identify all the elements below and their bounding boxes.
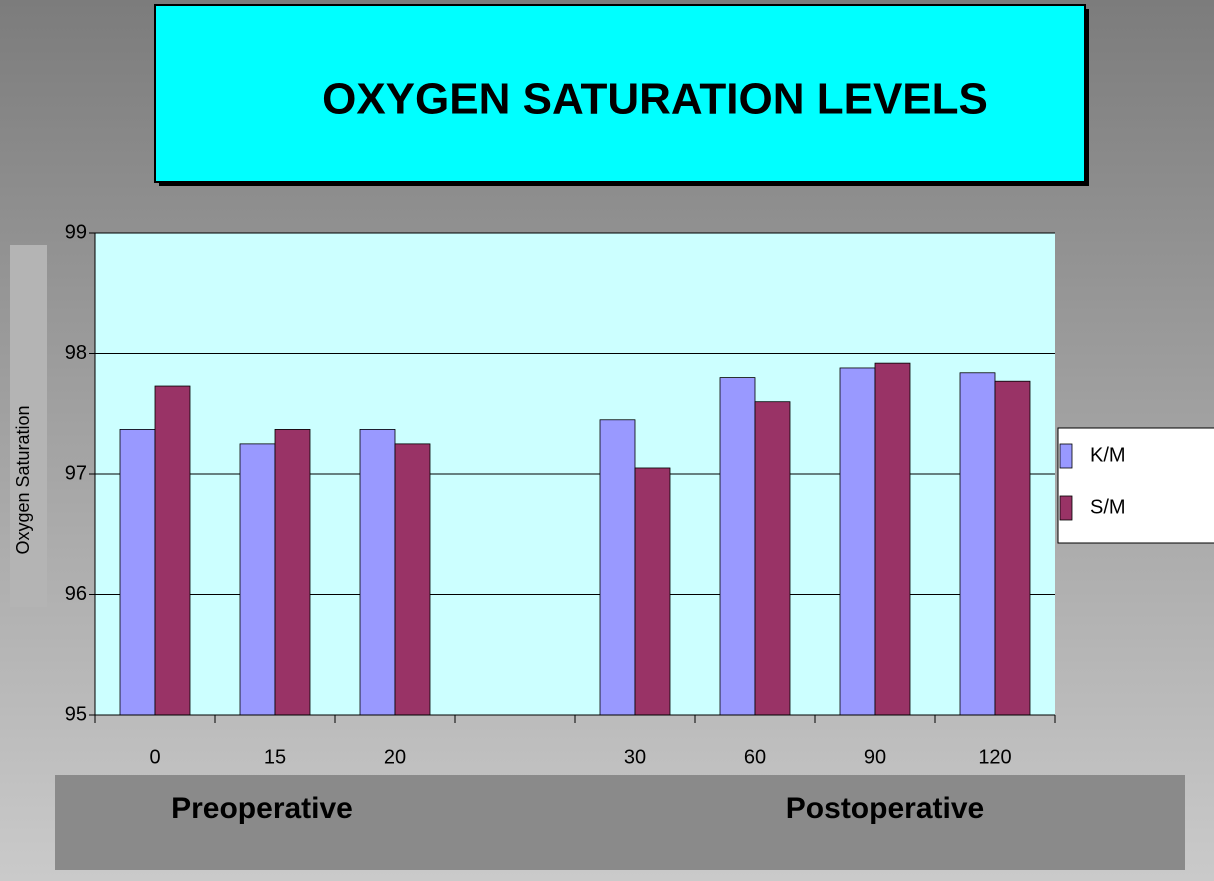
bar	[839, 367, 876, 716]
x-tick-label: 120	[978, 746, 1011, 768]
y-tick-label: 96	[65, 583, 87, 605]
legend-swatch	[1059, 495, 1073, 521]
bar	[239, 443, 276, 716]
bar	[359, 429, 396, 716]
annotation: Preoperative	[171, 792, 353, 825]
bar	[394, 443, 431, 716]
legend-label: S/M	[1090, 496, 1126, 518]
bar	[154, 385, 191, 716]
annotation: Postoperative	[786, 792, 984, 825]
bar	[719, 377, 756, 716]
y-tick-label: 98	[65, 342, 87, 364]
bar	[959, 372, 996, 716]
bar	[754, 401, 791, 716]
bar	[874, 362, 911, 716]
x-tick-label: 15	[264, 746, 286, 768]
chart-title: OXYGEN SATURATION LEVELS	[322, 75, 988, 124]
x-tick-label: 60	[744, 746, 766, 768]
legend-box	[1057, 427, 1214, 544]
y-tick-label: 97	[65, 462, 87, 484]
legend-label: K/M	[1090, 444, 1126, 466]
x-tick-label: 90	[864, 746, 886, 768]
x-tick-label: 30	[624, 746, 646, 768]
x-tick-label: 0	[149, 746, 160, 768]
phase-band	[55, 775, 1185, 870]
y-axis-label: Oxygen Saturation	[13, 405, 33, 554]
y-label-box	[10, 245, 47, 607]
legend-swatch	[1059, 443, 1073, 469]
y-tick-label: 95	[65, 703, 87, 725]
bar	[634, 467, 671, 716]
bar	[599, 419, 636, 716]
bar	[274, 429, 311, 716]
bar	[994, 380, 1031, 716]
title-box	[154, 4, 1086, 183]
bar	[119, 429, 156, 716]
y-tick-label: 99	[65, 221, 87, 243]
x-tick-label: 20	[384, 746, 406, 768]
